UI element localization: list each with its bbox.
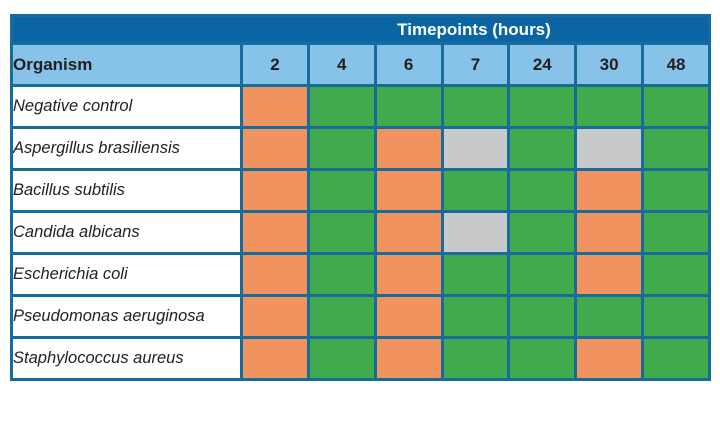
result-cell-green [306,252,377,297]
result-cell-green [507,252,578,297]
organism-name: Escherichia coli [10,252,243,297]
result-cell-green [507,336,578,381]
organism-name: Staphylococcus aureus [10,336,243,381]
organism-name: Aspergillus brasiliensis [10,126,243,171]
result-cell-orange [373,168,444,213]
result-cell-green [306,336,377,381]
timepoints-results-table: Timepoints (hours) Organism 2 4 6 7 24 30 48 N… [10,14,711,381]
result-cell-orange [574,336,645,381]
organism-name: Bacillus subtilis [10,168,243,213]
result-cell-orange [240,126,310,171]
result-cell-green [440,84,511,129]
result-cell-green [306,168,377,213]
table-row: Bacillus subtilis [10,168,711,213]
organism-name: Candida albicans [10,210,243,255]
result-cell-orange [373,210,444,255]
table-row: Escherichia coli [10,252,711,297]
header-row: Organism 2 4 6 7 24 30 48 [10,42,711,87]
result-cell-orange [240,294,310,339]
result-cell-green [306,210,377,255]
result-cell-green [641,84,711,129]
result-cell-green [507,126,578,171]
result-cell-green [641,210,711,255]
result-cell-green [641,168,711,213]
result-cell-orange [240,84,310,129]
result-cell-green [641,336,711,381]
timepoint-header-24: 24 [507,42,578,87]
result-cell-orange [574,210,645,255]
result-cell-green [641,126,711,171]
result-cell-orange [373,126,444,171]
timepoint-header-30: 30 [574,42,645,87]
result-cell-orange [240,210,310,255]
result-cell-green [507,294,578,339]
result-cell-green [641,294,711,339]
organism-column-header: Organism [10,42,243,87]
result-cell-gray [440,210,511,255]
result-cell-green [574,294,645,339]
result-cell-gray [440,126,511,171]
result-cell-green [440,336,511,381]
result-cell-green [440,168,511,213]
timepoint-header-4: 4 [306,42,377,87]
result-cell-orange [574,168,645,213]
timepoint-header-6: 6 [373,42,444,87]
timepoint-header-2: 2 [240,42,310,87]
organism-name: Negative control [10,84,243,129]
result-cell-green [574,84,645,129]
table-row: Staphylococcus aureus [10,336,711,381]
result-cell-orange [373,336,444,381]
result-cell-green [641,252,711,297]
timepoint-header-48: 48 [641,42,711,87]
result-cell-orange [240,336,310,381]
result-cell-green [306,126,377,171]
table-title: Timepoints (hours) [397,20,551,39]
result-cell-orange [574,252,645,297]
timepoint-header-7: 7 [440,42,511,87]
result-cell-green [373,84,444,129]
band-row: Timepoints (hours) [10,14,711,45]
table-row: Negative control [10,84,711,129]
result-cell-green [306,84,377,129]
result-cell-green [507,210,578,255]
result-cell-green [507,84,578,129]
result-cell-green [507,168,578,213]
result-cell-gray [574,126,645,171]
result-cell-green [306,294,377,339]
band-cell: Timepoints (hours) [10,14,711,45]
organism-name: Pseudomonas aeruginosa [10,294,243,339]
result-cell-orange [373,252,444,297]
table-row: Aspergillus brasiliensis [10,126,711,171]
table-row: Candida albicans [10,210,711,255]
table-row: Pseudomonas aeruginosa [10,294,711,339]
result-cell-orange [240,168,310,213]
result-cell-green [440,294,511,339]
result-cell-orange [240,252,310,297]
result-cell-green [440,252,511,297]
result-cell-orange [373,294,444,339]
